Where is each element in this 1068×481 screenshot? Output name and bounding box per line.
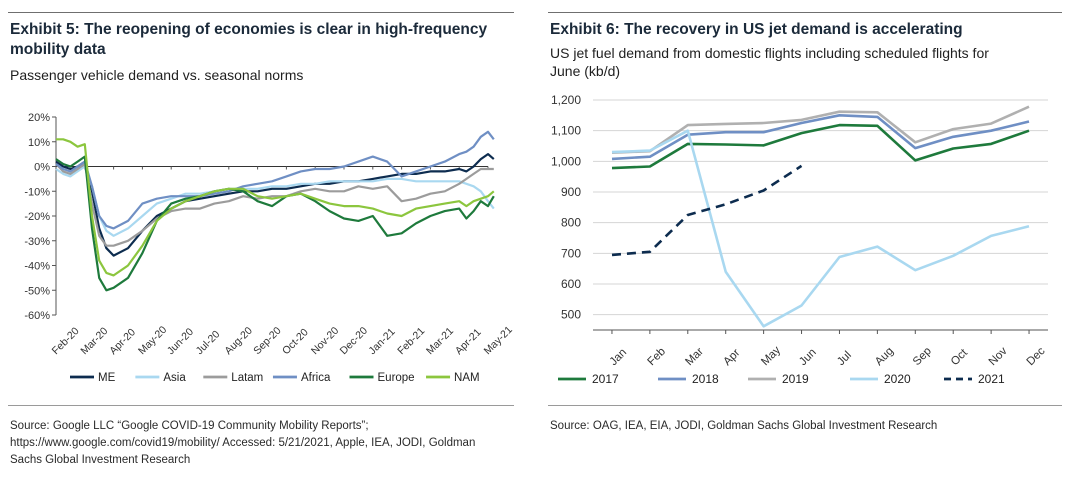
x-tick-label: Apr bbox=[721, 347, 742, 368]
x-tick-label: Jun-20 bbox=[165, 326, 196, 357]
legend-label-2018: 2018 bbox=[692, 372, 719, 386]
top-rule bbox=[548, 12, 1062, 13]
subtitle-line-2: June (kb/d) bbox=[550, 63, 621, 79]
y-tick-label: 800 bbox=[561, 216, 581, 230]
series-line-2020 bbox=[611, 129, 1030, 328]
source-line-1: Source: Google LLC “Google COVID-19 Comm… bbox=[10, 420, 369, 432]
x-tick-label: May-21 bbox=[482, 324, 515, 357]
x-tick-label: Apr-20 bbox=[107, 326, 138, 357]
series-line-europe bbox=[55, 155, 495, 292]
y-tick-label: 900 bbox=[561, 185, 581, 199]
y-tick-label: 0% bbox=[34, 162, 50, 174]
legend-label-europe: Europe bbox=[378, 372, 415, 384]
exhibit-6-panel: Exhibit 6: The recovery in US jet demand… bbox=[540, 0, 1068, 481]
x-tick-label: Jul bbox=[835, 349, 854, 368]
x-tick-label: Aug bbox=[873, 345, 896, 368]
x-tick-label: Apr-21 bbox=[453, 326, 484, 357]
series-line-me bbox=[55, 153, 495, 257]
exhibit-5-title: Exhibit 5: The reopening of economies is… bbox=[10, 21, 488, 58]
x-tick-label: Dec-20 bbox=[338, 325, 371, 358]
x-tick-label: Nov bbox=[987, 345, 1010, 368]
source-rule bbox=[548, 405, 1062, 406]
x-tick-label: May bbox=[759, 344, 783, 368]
x-tick-label: Mar-21 bbox=[424, 325, 456, 357]
y-tick-label: 1,200 bbox=[551, 93, 581, 107]
source-line-3: Sachs Global Investment Research bbox=[10, 454, 191, 466]
legend-label-2020: 2020 bbox=[884, 372, 911, 386]
x-tick-label: May-20 bbox=[136, 324, 169, 357]
x-tick-label: Oct bbox=[949, 346, 971, 368]
legend-label-2021: 2021 bbox=[978, 372, 1005, 386]
x-tick-label: Oct-20 bbox=[280, 326, 311, 357]
x-tick-label: Feb-20 bbox=[50, 325, 82, 357]
series-line-africa bbox=[55, 130, 495, 230]
exhibit-5-panel: Exhibit 5: The reopening of economies is… bbox=[0, 0, 520, 481]
y-tick-label: -40% bbox=[24, 261, 50, 273]
x-tick-label: Jan-21 bbox=[366, 326, 397, 357]
y-tick-label: 10% bbox=[28, 137, 50, 149]
exhibit-6-title: Exhibit 6: The recovery in US jet demand… bbox=[550, 21, 963, 38]
x-tick-label: Mar-20 bbox=[78, 325, 110, 357]
x-tick-label: Jul-20 bbox=[194, 328, 223, 357]
x-tick-label: Dec bbox=[1025, 345, 1048, 368]
x-tick-label: Mar bbox=[683, 346, 706, 369]
y-tick-label: 1,000 bbox=[551, 154, 581, 168]
legend-label-2019: 2019 bbox=[782, 372, 809, 386]
x-tick-label: Feb-21 bbox=[395, 325, 427, 357]
y-tick-label: 20% bbox=[28, 112, 50, 124]
y-tick-label: -60% bbox=[24, 310, 50, 322]
series-line-nam bbox=[56, 138, 495, 277]
legend-label-me: ME bbox=[98, 372, 116, 384]
exhibit-5-subtitle: Passenger vehicle demand vs. seasonal no… bbox=[10, 67, 304, 83]
exhibit-6-source: Source: OAG, IEA, EIA, JODI, Goldman Sac… bbox=[550, 420, 938, 432]
legend-label-2017: 2017 bbox=[592, 372, 619, 386]
y-tick-label: 500 bbox=[561, 308, 581, 322]
x-tick-label: Aug-20 bbox=[222, 325, 255, 358]
exhibit-6-subtitle: US jet fuel demand from domestic flights… bbox=[550, 44, 1065, 80]
legend-label-latam: Latam bbox=[231, 372, 263, 384]
subtitle-line-1: US jet fuel demand from domestic flights… bbox=[550, 45, 989, 61]
y-tick-label: -10% bbox=[24, 186, 50, 198]
series-line-2018 bbox=[611, 114, 1030, 161]
y-tick-label: -30% bbox=[24, 236, 50, 248]
y-tick-label: -50% bbox=[24, 285, 50, 297]
x-tick-label: Feb bbox=[646, 346, 669, 369]
x-tick-label: Sep-20 bbox=[251, 325, 284, 358]
y-tick-label: -20% bbox=[24, 211, 50, 223]
mobility-line-chart: 20%10%0%-10%-20%-30%-40%-50%-60%Feb-20Ma… bbox=[24, 112, 515, 384]
legend-label-asia: Asia bbox=[163, 372, 186, 384]
y-tick-label: 700 bbox=[561, 246, 581, 260]
series-line-2017 bbox=[611, 123, 1030, 170]
series-line-2019 bbox=[611, 105, 1030, 154]
top-rule bbox=[8, 12, 514, 13]
series-line-2021 bbox=[611, 164, 803, 257]
x-tick-label: Jan bbox=[608, 347, 630, 369]
source-rule bbox=[8, 405, 514, 406]
x-tick-label: Nov-20 bbox=[309, 325, 342, 358]
y-tick-label: 600 bbox=[561, 277, 581, 291]
legend-label-nam: NAM bbox=[454, 372, 480, 384]
jet-demand-line-chart: 1,200 1,100 1,000 900 800 700 600 500 Jan Feb Mar A… bbox=[551, 93, 1048, 386]
source-line-2: https://www.google.com/covid19/mobility/… bbox=[10, 437, 476, 449]
exhibit-5-source: Source: Google LLC “Google COVID-19 Comm… bbox=[10, 418, 510, 469]
legend-label-africa: Africa bbox=[301, 372, 331, 384]
x-tick-label: Jun bbox=[797, 347, 819, 369]
x-tick-label: Sep bbox=[911, 345, 934, 368]
y-tick-label: 1,100 bbox=[551, 124, 581, 138]
